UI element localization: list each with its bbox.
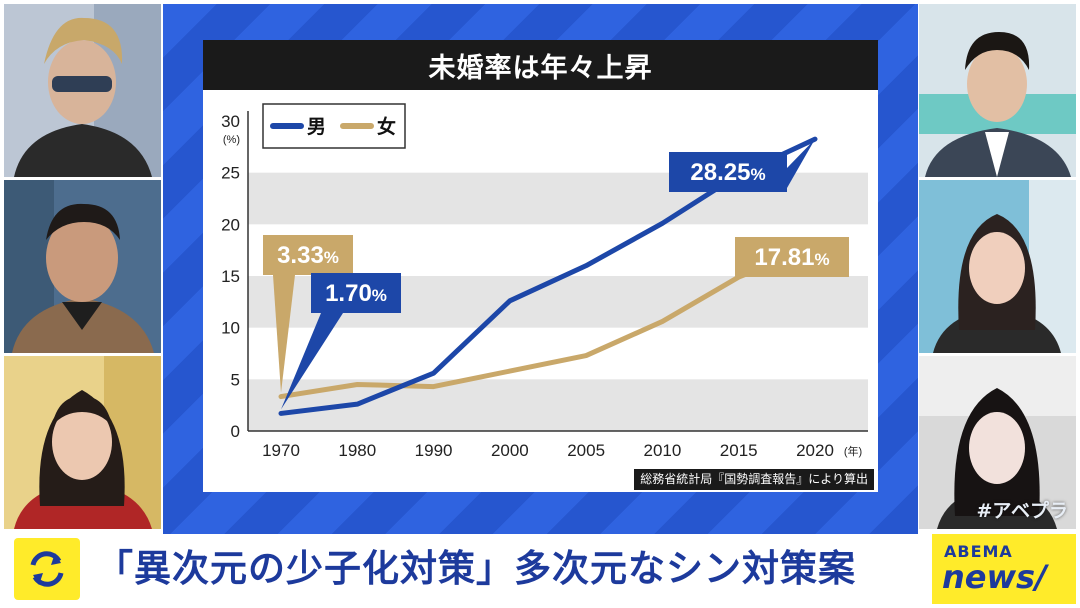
logo-top-text: ABEMA xyxy=(944,542,1013,561)
y-tick-label: 10 xyxy=(221,319,240,338)
panelist-video-5 xyxy=(919,180,1076,353)
chart-card: 未婚率は年々上昇 0 5 10 15 20 25 30 (%) 1970 1980 1990 2000… xyxy=(203,40,878,492)
x-tick-label: 2005 xyxy=(567,441,605,460)
callout-box xyxy=(263,235,353,275)
callout-label: 1.70% xyxy=(325,280,387,307)
callout-label: 3.33% xyxy=(277,242,339,269)
callout-pointer xyxy=(281,313,343,410)
caption-bar: 「異次元の少子化対策」多次元なシン対策案 xyxy=(4,534,930,604)
chart-source: 総務省統計局『国勢調査報告』により算出 xyxy=(634,469,874,490)
series-line-female xyxy=(278,244,818,400)
callout-label: 17.81% xyxy=(754,244,829,271)
y-tick-label: 5 xyxy=(231,370,240,389)
logo-bottom-text: news/ xyxy=(942,558,1047,596)
legend-label: 女 xyxy=(377,115,396,138)
callout-pointer xyxy=(787,139,815,188)
y-unit-label: (%) xyxy=(223,134,240,146)
panelist-video-4 xyxy=(919,4,1076,177)
panelist-video-3 xyxy=(4,356,161,529)
y-tick-label: 15 xyxy=(221,267,240,286)
y-tick-label: 0 xyxy=(231,422,240,441)
callout-box xyxy=(311,273,401,313)
x-unit-label: (年) xyxy=(844,444,862,458)
panelist-video-1 xyxy=(4,4,161,177)
y-tick-label: 30 xyxy=(221,112,240,131)
x-tick-label: 2010 xyxy=(644,441,682,460)
caption-text: 「異次元の少子化対策」多次元なシン対策案 xyxy=(96,547,856,590)
program-hashtag: #アベプラ xyxy=(976,500,1068,522)
callout-pointer xyxy=(273,275,295,393)
y-tick-label: 20 xyxy=(221,215,240,234)
panelist-video-6: #アベプラ xyxy=(919,356,1076,529)
panelist-video-2 xyxy=(4,180,161,353)
callout-label: 28.25% xyxy=(690,159,765,186)
chart-title: 未婚率は年々上昇 xyxy=(428,52,653,84)
x-tick-label: 1990 xyxy=(415,441,453,460)
x-tick-label: 2000 xyxy=(491,441,529,460)
x-tick-label: 2020 xyxy=(796,441,834,460)
legend-label: 男 xyxy=(307,116,326,138)
abema-news-logo: ABEMA news/ xyxy=(932,534,1076,604)
x-tick-label: 2015 xyxy=(720,441,758,460)
chart-title-bar: 未婚率は年々上昇 xyxy=(203,40,878,90)
y-tick-label: 25 xyxy=(221,164,240,183)
line-chart: 0 5 10 15 20 25 30 (%) 1970 1980 1990 2000 2005 2010 2… xyxy=(221,103,868,460)
x-tick-label: 1970 xyxy=(262,441,300,460)
callout-box xyxy=(735,237,849,277)
refresh-icon xyxy=(14,538,80,600)
callout-box xyxy=(669,152,787,192)
x-tick-label: 1980 xyxy=(338,441,376,460)
